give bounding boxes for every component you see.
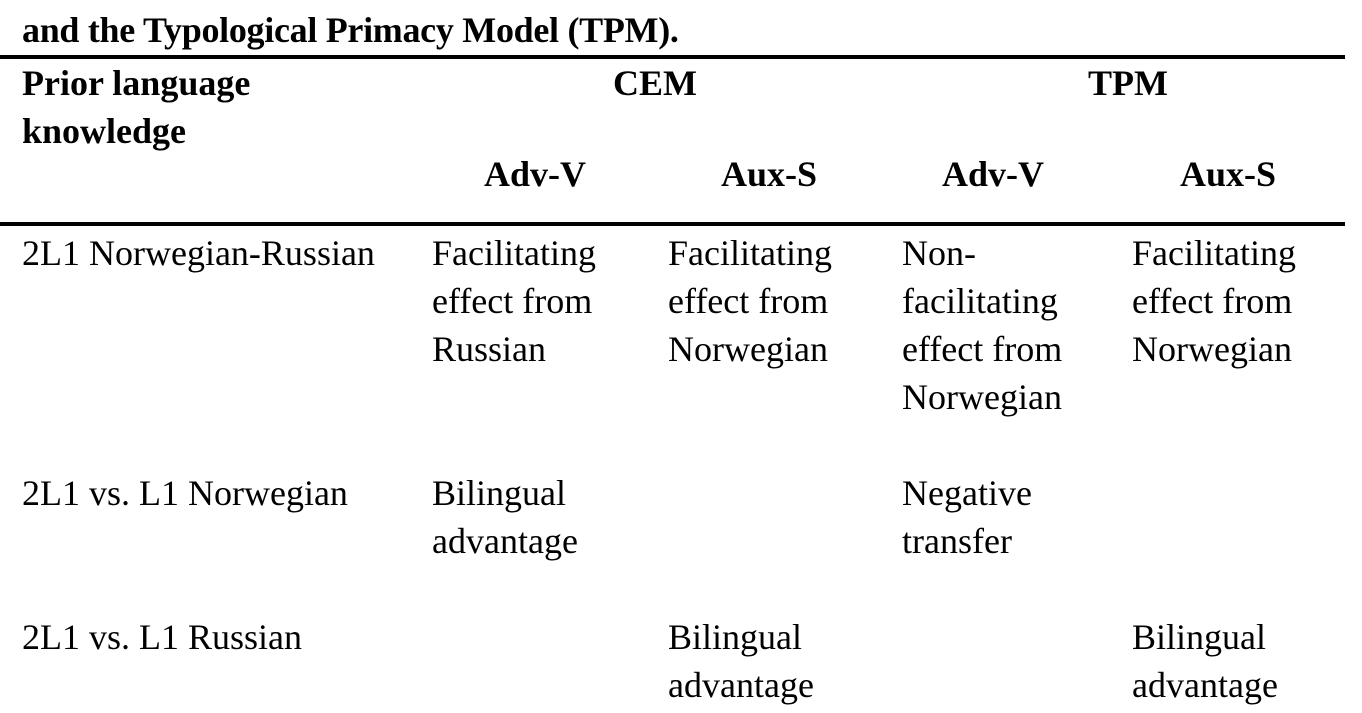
table-cell: Bilingual advantage	[668, 617, 814, 705]
table-cell: Non-facilitating effect from Norwegian	[902, 233, 1063, 417]
row-label: 2L1 vs. L1 Norwegian	[22, 473, 348, 513]
table-cell: Facilitating effect from Norwegian	[1132, 233, 1296, 369]
table-cell: Facilitating effect from Russian	[432, 233, 596, 369]
header-group-tpm: TPM	[1088, 63, 1168, 103]
header-prior-language: Prior language knowledge	[22, 63, 251, 151]
row-label: 2L1 vs. L1 Russian	[22, 617, 303, 657]
table-cell: Negative transfer	[902, 473, 1032, 561]
header-tpm-aux-s: Aux-S	[1179, 154, 1277, 194]
table-caption: and the Typological Primacy Model (TPM).	[22, 10, 679, 50]
header-tpm-adv-v: Adv-V	[941, 154, 1044, 194]
header-cem-adv-v: Adv-V	[483, 154, 586, 194]
table-cell: Bilingual advantage	[432, 473, 578, 561]
table-cell: Facilitating effect from Norwegian	[668, 233, 832, 369]
header-cem-aux-s: Aux-S	[720, 154, 818, 194]
header-group-cem: CEM	[613, 63, 697, 103]
header-rule	[0, 222, 1345, 226]
table-cell: Bilingual advantage	[1132, 617, 1278, 705]
row-label: 2L1 Norwegian-Russian	[22, 233, 375, 273]
top-rule	[0, 55, 1345, 59]
